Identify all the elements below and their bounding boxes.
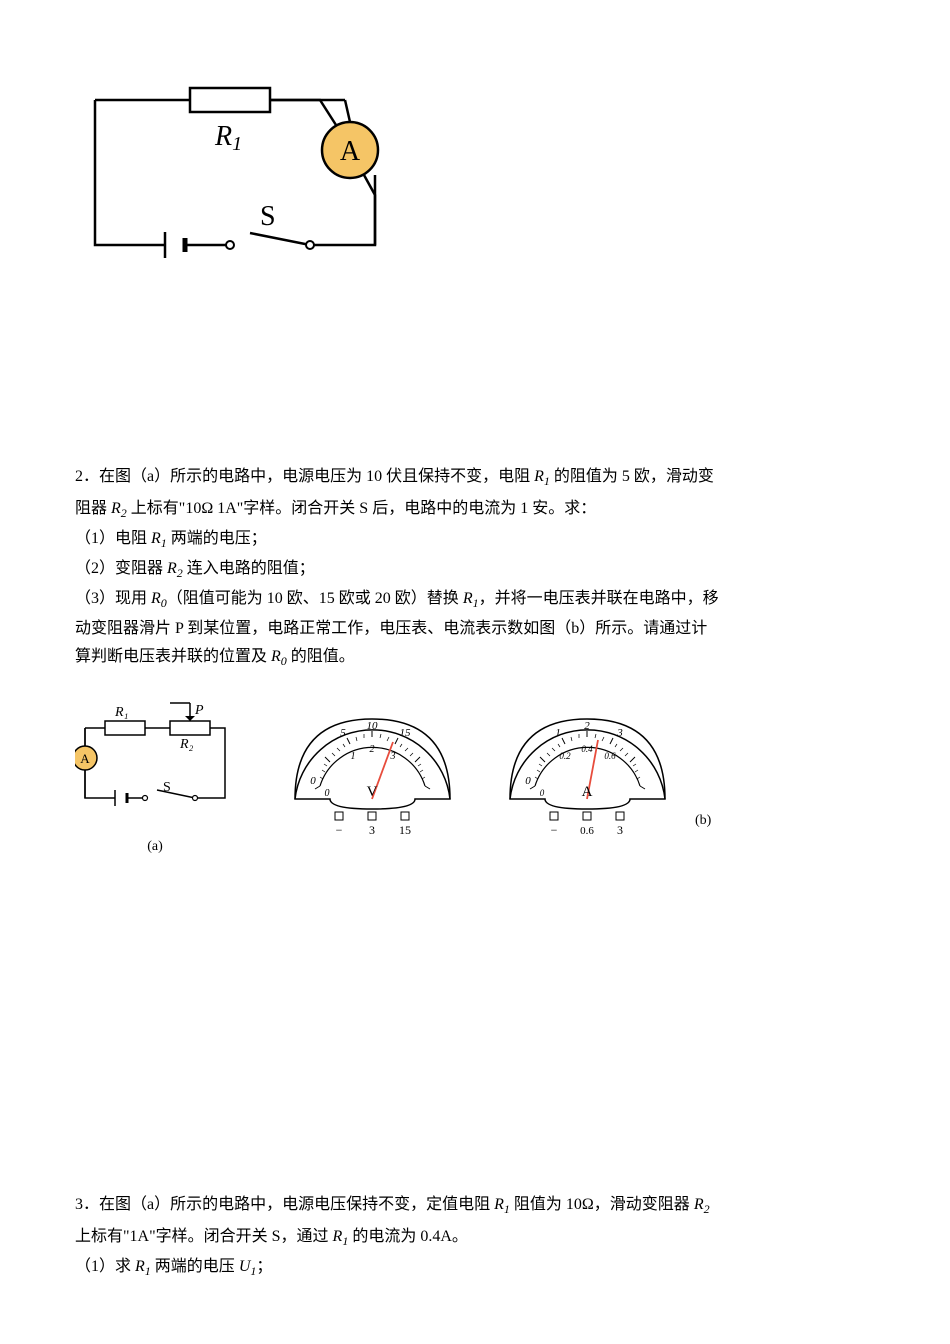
circuit-1-svg: A R1 S — [80, 70, 400, 270]
svg-text:−: − — [336, 823, 343, 837]
diagrams-row: A R₁ P R₂ S (a) — [75, 688, 875, 859]
svg-text:3: 3 — [390, 751, 396, 762]
svg-text:R₁: R₁ — [114, 705, 128, 720]
circuit-diagram-2-wrapper: A R₁ P R₂ S (a) — [75, 688, 235, 859]
problem-2-sub2: （2）变阻器 R2 连入电路的阻值； — [75, 555, 875, 585]
svg-text:S: S — [163, 780, 171, 795]
problem-2-number: 2． — [75, 468, 99, 485]
svg-text:0.6: 0.6 — [580, 825, 594, 837]
problem-3-number: 3． — [75, 1196, 99, 1213]
problem-3: 3．在图（a）所示的电路中，电源电压保持不变，定值电阻 R1 阻值为 10Ω，滑… — [75, 1189, 875, 1283]
problem-2-line2: 阻器 R2 上标有"10Ω 1A"字样。闭合开关 S 后，电路中的电流为 1 安… — [75, 493, 875, 525]
problem-2: 2．在图（a）所示的电路中，电源电压为 10 伏且保持不变，电阻 R1 的阻值为… — [75, 461, 875, 673]
svg-text:15: 15 — [400, 727, 412, 739]
ammeter-meter: 0 1 2 3 0 0.2 0.4 0.6 A − 0.6 3 — [490, 704, 685, 844]
svg-text:−: − — [551, 823, 558, 837]
s-label: S — [260, 201, 276, 232]
svg-text:V: V — [367, 784, 378, 800]
meter-group: 0 5 10 15 0 1 2 3 V − 3 15 — [275, 704, 711, 844]
svg-text:1: 1 — [351, 751, 356, 762]
svg-text:A: A — [80, 751, 90, 766]
problem-3-line2: 上标有"1A"字样。闭合开关 S，通过 R1 的电流为 0.4A。 — [75, 1221, 875, 1253]
svg-text:1: 1 — [555, 727, 561, 739]
ammeter-label: A — [340, 136, 361, 167]
svg-text:3: 3 — [369, 823, 375, 837]
caption-a: (a) — [75, 834, 235, 859]
voltmeter: 0 5 10 15 0 1 2 3 V − 3 15 — [275, 704, 470, 844]
r1-label: R1 — [214, 121, 242, 155]
problem-2-sub3-line3: 算判断电压表并联的位置及 R0 的阻值。 — [75, 643, 875, 673]
problem-2-sub3: （3）现用 R0（阻值可能为 10 欧、15 欧或 20 欧）替换 R1，并将一… — [75, 585, 875, 615]
svg-text:3: 3 — [616, 727, 623, 739]
problem-3-sub1: （1）求 R1 两端的电压 U1； — [75, 1253, 875, 1283]
svg-text:R₂: R₂ — [179, 737, 194, 752]
problem-2-text: 2．在图（a）所示的电路中，电源电压为 10 伏且保持不变，电阻 R1 的阻值为… — [75, 461, 875, 493]
svg-text:15: 15 — [399, 823, 411, 837]
circuit-diagram-1: A R1 S — [80, 70, 875, 281]
svg-text:A: A — [582, 784, 593, 800]
circuit-diagram-2: A R₁ P R₂ S — [75, 688, 235, 818]
svg-text:0.2: 0.2 — [559, 751, 571, 761]
problem-3-line1: 3．在图（a）所示的电路中，电源电压保持不变，定值电阻 R1 阻值为 10Ω，滑… — [75, 1189, 875, 1221]
svg-text:5: 5 — [340, 727, 346, 739]
caption-b: (b) — [695, 808, 711, 833]
svg-text:0: 0 — [310, 775, 316, 787]
svg-text:3: 3 — [617, 823, 623, 837]
problem-2-sub3-line2: 动变阻器滑片 P 到某位置，电路正常工作，电压表、电流表示数如图（b）所示。请通… — [75, 615, 875, 644]
svg-text:0: 0 — [325, 788, 330, 799]
svg-text:2: 2 — [584, 720, 590, 732]
svg-text:0: 0 — [540, 788, 545, 798]
svg-text:2: 2 — [370, 744, 375, 755]
svg-text:0.6: 0.6 — [604, 751, 616, 761]
svg-text:P: P — [194, 703, 204, 718]
svg-text:10: 10 — [367, 720, 379, 732]
problem-2-sub1: （1）电阻 R1 两端的电压； — [75, 525, 875, 555]
svg-text:0.4: 0.4 — [581, 744, 593, 754]
svg-text:0: 0 — [525, 775, 531, 787]
